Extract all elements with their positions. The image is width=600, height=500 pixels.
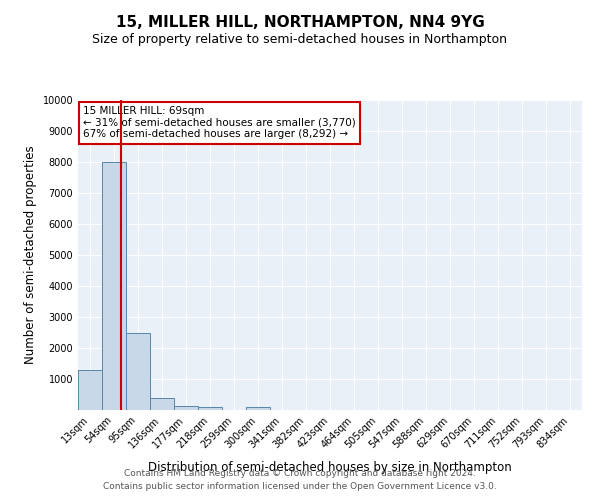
Bar — [246, 407, 270, 410]
Text: 15 MILLER HILL: 69sqm
← 31% of semi-detached houses are smaller (3,770)
67% of s: 15 MILLER HILL: 69sqm ← 31% of semi-deta… — [83, 106, 356, 140]
Text: 15, MILLER HILL, NORTHAMPTON, NN4 9YG: 15, MILLER HILL, NORTHAMPTON, NN4 9YG — [116, 15, 484, 30]
Text: Contains public sector information licensed under the Open Government Licence v3: Contains public sector information licen… — [103, 482, 497, 491]
Bar — [198, 407, 222, 410]
Y-axis label: Number of semi-detached properties: Number of semi-detached properties — [24, 146, 37, 364]
X-axis label: Distribution of semi-detached houses by size in Northampton: Distribution of semi-detached houses by … — [148, 461, 512, 474]
Text: Size of property relative to semi-detached houses in Northampton: Size of property relative to semi-detach… — [92, 32, 508, 46]
Bar — [102, 162, 126, 410]
Bar — [174, 406, 198, 410]
Text: Contains HM Land Registry data © Crown copyright and database right 2024.: Contains HM Land Registry data © Crown c… — [124, 468, 476, 477]
Bar — [150, 398, 174, 410]
Bar — [78, 370, 102, 410]
Bar — [126, 332, 150, 410]
